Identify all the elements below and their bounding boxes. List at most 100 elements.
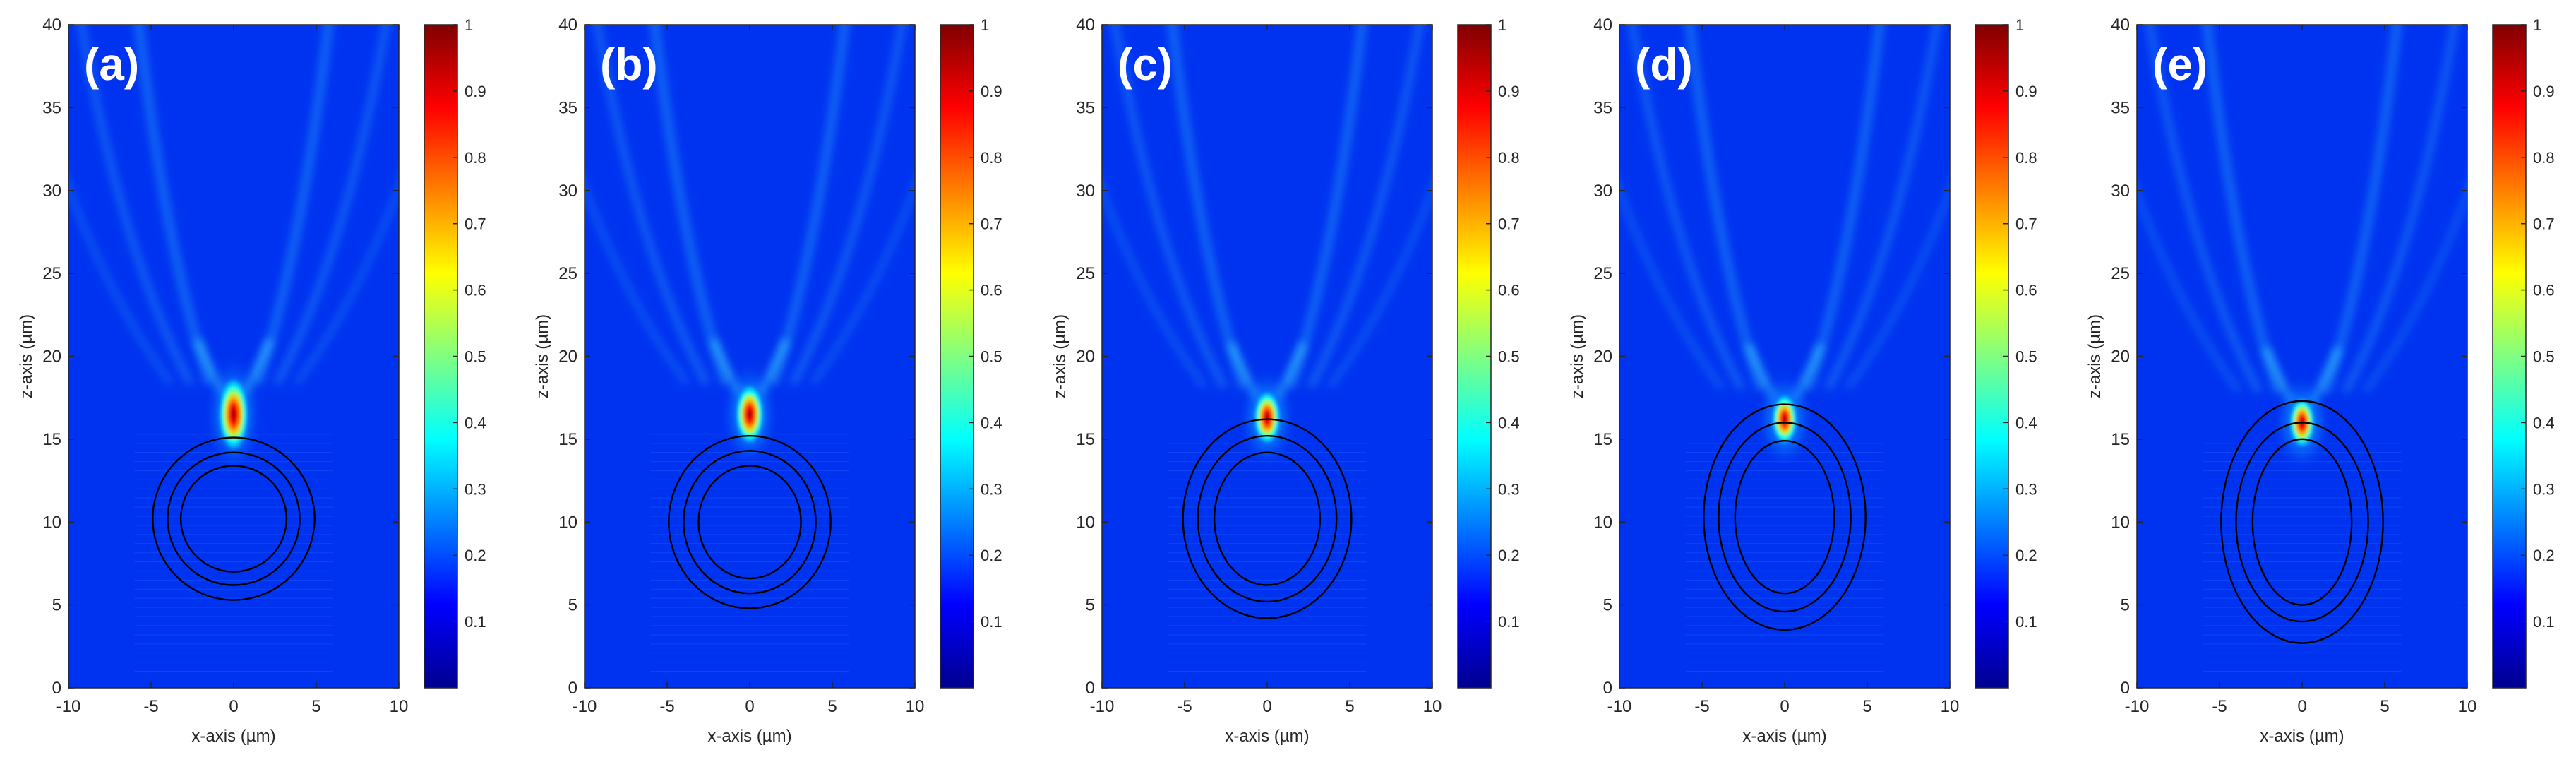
y-tick-label: 40 [1076,16,1095,35]
colorbar-tick-label: 0.4 [1498,414,1520,431]
colorbar-tick-label: 0.9 [1498,83,1520,100]
y-tick-label: 5 [52,596,61,615]
heatmap-background [1619,25,1950,688]
y-tick-label: 30 [1076,181,1095,201]
y-tick-label: 30 [2111,181,2130,201]
colorbar-tick-label: 0.1 [2015,613,2037,631]
colorbar-tick-label: 0.3 [1498,480,1520,498]
y-tick-label: 5 [1086,596,1095,615]
y-axis-label: z-axis (µm) [2085,314,2104,398]
x-tick-label: 5 [2380,697,2389,716]
x-tick-label: 5 [1345,697,1354,716]
y-axis-label: z-axis (µm) [17,314,36,398]
y-tick-label: 10 [42,513,61,532]
colorbar-tick-label: 0.8 [981,149,1002,167]
x-tick-label: 5 [1862,697,1871,716]
colorbar-tick-label: 0.2 [2533,547,2555,564]
y-tick-label: 25 [1593,264,1612,283]
colorbar-tick-label: 0.8 [1498,149,1520,167]
particle-ellipse [1703,403,1867,631]
y-tick-label: 30 [558,181,577,201]
colorbar-tick-label: 0.9 [465,83,486,100]
y-tick-label: 20 [1076,347,1095,367]
particle-outlines [2220,400,2384,644]
colorbar: 0.1 0.2 0.3 0.4 0.5 0.6 0.7 0.8 0.9 1 [1457,16,1520,689]
side-lobe [810,179,915,385]
x-tick-label: 0 [229,697,238,716]
colorbar-tick-label: 0.3 [2533,480,2555,498]
x-tick-label: -5 [1694,697,1709,716]
y-tick-label: 15 [42,430,61,449]
side-lobe [2137,184,2241,393]
x-tick-label: 10 [2458,697,2477,716]
side-lobe [1628,25,1744,391]
heatmap-area [1102,25,1432,688]
panel-e: -10 -5 0 5 10 0 5 10 15 20 25 30 35 40 x-axis (µm) z-ax… [2085,16,2555,746]
side-lobe [274,25,390,386]
x-axis-label: x-axis (µm) [191,727,275,746]
y-tick-label: 35 [1076,98,1095,117]
y-tick-label: 10 [1593,513,1612,532]
heatmap-background [2137,25,2467,688]
x-tick-label: 0 [2297,697,2306,716]
y-tick-label: 5 [2121,596,2130,615]
y-tick-label: 0 [52,679,61,698]
colorbar-tick-label: 0.6 [465,282,486,299]
colorbar-tick-label: 0.2 [2015,547,2037,564]
x-tick-label: 0 [745,697,754,716]
y-tick-label: 40 [2111,16,2130,35]
side-lobe [2363,184,2467,393]
colorbar-tick-label: 0.8 [465,149,486,167]
colorbar-tick-label: 1 [2015,16,2024,34]
particle-outlines [1703,403,1867,631]
y-tick-label: 10 [2111,513,2130,532]
colorbar-tick-label: 0.7 [2015,215,2037,233]
colorbar: 0.1 0.2 0.3 0.4 0.5 0.6 0.7 0.8 0.9 1 [424,16,486,689]
particle-ellipse [152,436,316,601]
y-tick-label: 25 [558,264,577,283]
panel-c: -10 -5 0 5 10 0 5 10 15 20 25 30 35 40 x-axis (µm) z-ax… [1050,16,1520,746]
colorbar-gradient [2492,24,2527,689]
particle-ellipse [179,465,288,573]
colorbar-gradient [940,24,974,689]
colorbar-tick-label: 0.7 [981,215,1002,233]
particle-ellipse [1197,434,1338,603]
particle-ellipse [2251,438,2353,606]
colorbar-tick-label: 0.5 [1498,348,1520,366]
particle-ellipse [167,451,301,586]
particle-ellipse [668,434,832,609]
y-tick-label: 25 [42,264,61,283]
y-tick-label: 30 [1593,181,1612,201]
y-tick-label: 20 [1593,347,1612,367]
colorbar-tick-label: 0.2 [465,547,486,564]
y-tick-label: 15 [1076,430,1095,449]
side-lobe [1102,181,1206,388]
x-tick-label: -10 [573,697,597,716]
colorbar-tick-label: 1 [1498,16,1506,34]
x-axis-label: x-axis (µm) [2260,727,2344,746]
x-tick-label: -10 [1607,697,1632,716]
y-tick-label: 40 [42,16,61,35]
colorbar-tick-label: 0.5 [465,348,486,366]
focus-spot [1254,391,1281,444]
colorbar: 0.1 0.2 0.3 0.4 0.5 0.6 0.7 0.8 0.9 1 [2492,16,2555,689]
side-lobe [1328,181,1432,388]
colorbar-tick-label: 0.2 [981,547,1002,564]
side-lobe [585,179,689,385]
colorbar-tick-label: 0.3 [465,480,486,498]
particle-ellipse [2220,400,2384,644]
y-tick-label: 25 [1076,264,1095,283]
y-tick-label: 15 [1593,430,1612,449]
side-lobe [2145,25,2262,393]
colorbar-gradient [1457,24,1492,689]
x-tick-label: 10 [906,697,925,716]
x-tick-label: -5 [143,697,158,716]
colorbar-tick-label: 0.4 [981,414,1002,431]
x-axis-label: x-axis (µm) [707,727,791,746]
panel-d: -10 -5 0 5 10 0 5 10 15 20 25 30 35 40 x-axis (µm) z-ax… [1568,16,2037,746]
colorbar-tick-label: 0.9 [2533,83,2555,100]
x-tick-label: -5 [659,697,674,716]
side-lobe [1110,25,1227,388]
y-axis-label: z-axis (µm) [1568,314,1587,398]
focus-spot [736,384,764,444]
